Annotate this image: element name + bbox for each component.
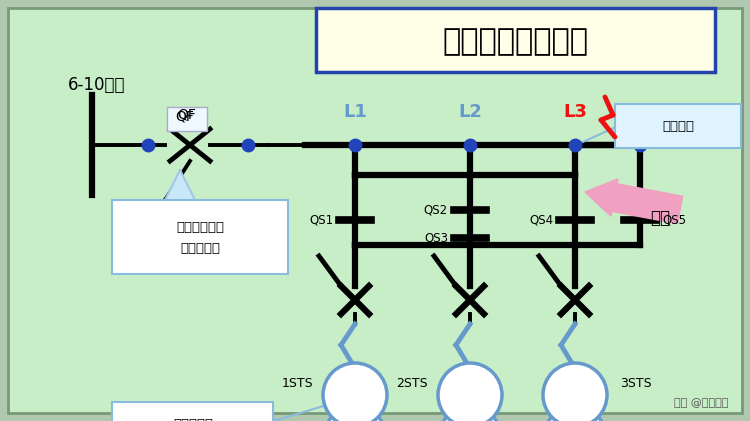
Circle shape	[438, 363, 502, 421]
Text: QS3: QS3	[424, 232, 448, 245]
Circle shape	[543, 363, 607, 421]
Text: QS1: QS1	[309, 213, 333, 226]
Circle shape	[438, 407, 502, 421]
FancyBboxPatch shape	[8, 8, 742, 413]
Text: 3STS: 3STS	[620, 377, 652, 390]
Text: 6-10千伏: 6-10千伏	[68, 76, 125, 94]
Text: QS4: QS4	[529, 213, 553, 226]
FancyArrow shape	[585, 179, 682, 224]
Circle shape	[323, 363, 387, 421]
Text: L1: L1	[343, 103, 367, 121]
Circle shape	[323, 407, 387, 421]
Text: 头条 @机电天下: 头条 @机电天下	[674, 398, 728, 408]
Text: 总降压变电所
干线断路器: 总降压变电所 干线断路器	[176, 221, 224, 255]
FancyBboxPatch shape	[167, 107, 207, 131]
Circle shape	[543, 407, 607, 421]
Text: 1STS: 1STS	[281, 377, 313, 390]
Text: 断开: 断开	[650, 209, 670, 227]
Text: 链串型树干式网络: 链串型树干式网络	[442, 27, 588, 56]
FancyBboxPatch shape	[615, 104, 741, 148]
Text: QF: QF	[176, 110, 194, 124]
FancyBboxPatch shape	[112, 402, 273, 421]
Text: QS5: QS5	[662, 213, 686, 226]
Text: 2STS: 2STS	[396, 377, 428, 390]
Text: L2: L2	[458, 103, 482, 121]
FancyBboxPatch shape	[316, 8, 715, 72]
Polygon shape	[165, 170, 195, 200]
Text: 隔离开关: 隔离开关	[662, 120, 694, 133]
Text: QS2: QS2	[424, 203, 448, 216]
Text: 车间变电所: 车间变电所	[173, 418, 213, 421]
Text: L3: L3	[563, 103, 587, 121]
FancyBboxPatch shape	[112, 200, 288, 274]
Text: QF: QF	[178, 108, 197, 122]
